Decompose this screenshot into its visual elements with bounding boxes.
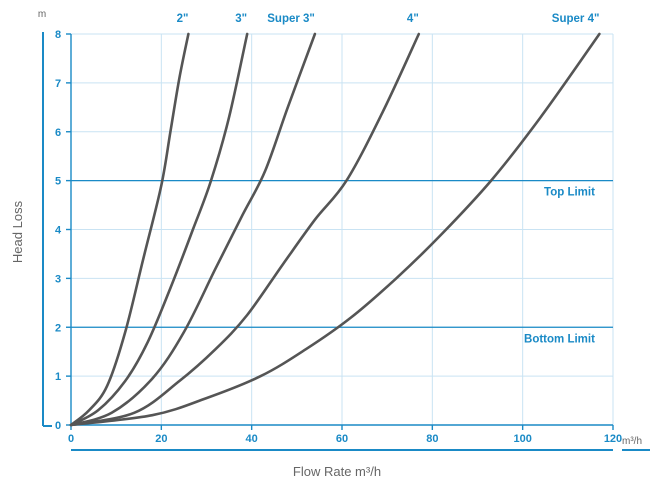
series-line (69, 32, 249, 427)
x-axis-unit: m³/h (622, 436, 642, 447)
series-label: 4" (407, 13, 419, 25)
y-tick-label: 4 (55, 225, 62, 237)
x-tick-label: 40 (246, 433, 258, 445)
x-tick-label: 0 (68, 433, 74, 445)
y-tick-label: 3 (55, 273, 61, 285)
grid (71, 33, 614, 425)
reference-line-label: Top Limit (544, 187, 595, 199)
y-tick-label: 2 (55, 322, 61, 334)
series-line (69, 32, 601, 427)
series-label: Super 4" (552, 13, 600, 25)
series-line (69, 32, 317, 427)
series-line (69, 32, 421, 427)
y-tick-label: 6 (55, 127, 61, 139)
y-tick-label: 8 (55, 29, 61, 41)
x-axis-title: Flow Rate m³/h (293, 464, 381, 479)
y-axis-unit: m (38, 9, 46, 20)
series-label: 2" (177, 13, 189, 25)
series-curves (69, 32, 601, 427)
y-tick-label: 7 (55, 78, 61, 90)
series-line (69, 32, 190, 427)
x-tick-label: 20 (155, 433, 167, 445)
y-tick-label: 1 (55, 371, 61, 383)
x-tick-label: 60 (336, 433, 348, 445)
x-tick-label: 100 (513, 433, 531, 445)
y-axis-title: Head Loss (10, 200, 25, 263)
series-label: 3" (235, 13, 247, 25)
y-tick-label: 5 (55, 176, 61, 188)
x-tick-label: 80 (426, 433, 438, 445)
reference-line-label: Bottom Limit (524, 333, 595, 345)
series-label: Super 3" (267, 13, 315, 25)
axes (42, 32, 650, 451)
y-tick-label: 0 (55, 420, 61, 432)
x-tick-label: 120 (604, 433, 622, 445)
